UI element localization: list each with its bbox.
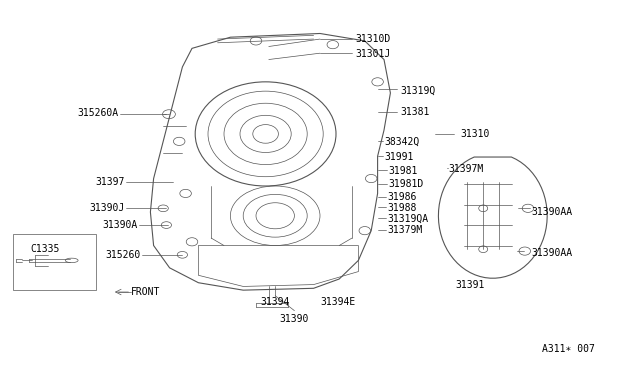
Text: 31991: 31991 [384,152,413,162]
Text: 31310: 31310 [461,129,490,139]
Text: 31390: 31390 [280,314,309,324]
Text: 315260: 315260 [106,250,141,260]
Text: 31397: 31397 [95,177,125,187]
Text: 31319Q: 31319Q [400,86,435,96]
Text: C1335: C1335 [30,244,60,254]
Text: 31981: 31981 [388,166,418,176]
Text: A311∗ 007: A311∗ 007 [542,344,595,354]
Text: 31391: 31391 [456,280,485,289]
Text: 31988: 31988 [387,203,417,212]
Text: 315260A: 315260A [77,109,118,118]
Text: 31310D: 31310D [355,34,390,44]
Text: 31390A: 31390A [102,220,138,230]
Text: 31394: 31394 [260,297,290,307]
Text: 31397M: 31397M [448,164,483,174]
Text: 31390AA: 31390AA [531,248,572,258]
Text: 31379M: 31379M [387,225,422,235]
FancyBboxPatch shape [13,234,96,290]
Text: 31394E: 31394E [320,297,355,307]
Text: 31390AA: 31390AA [531,207,572,217]
Text: 31986: 31986 [387,192,417,202]
Text: 31981D: 31981D [388,179,424,189]
Text: 31301J: 31301J [355,49,390,59]
Text: 31390J: 31390J [90,203,125,213]
Text: 38342Q: 38342Q [384,137,419,146]
Text: 31319QA: 31319QA [387,214,428,224]
Text: 31381: 31381 [400,107,429,116]
Text: FRONT: FRONT [131,287,161,297]
